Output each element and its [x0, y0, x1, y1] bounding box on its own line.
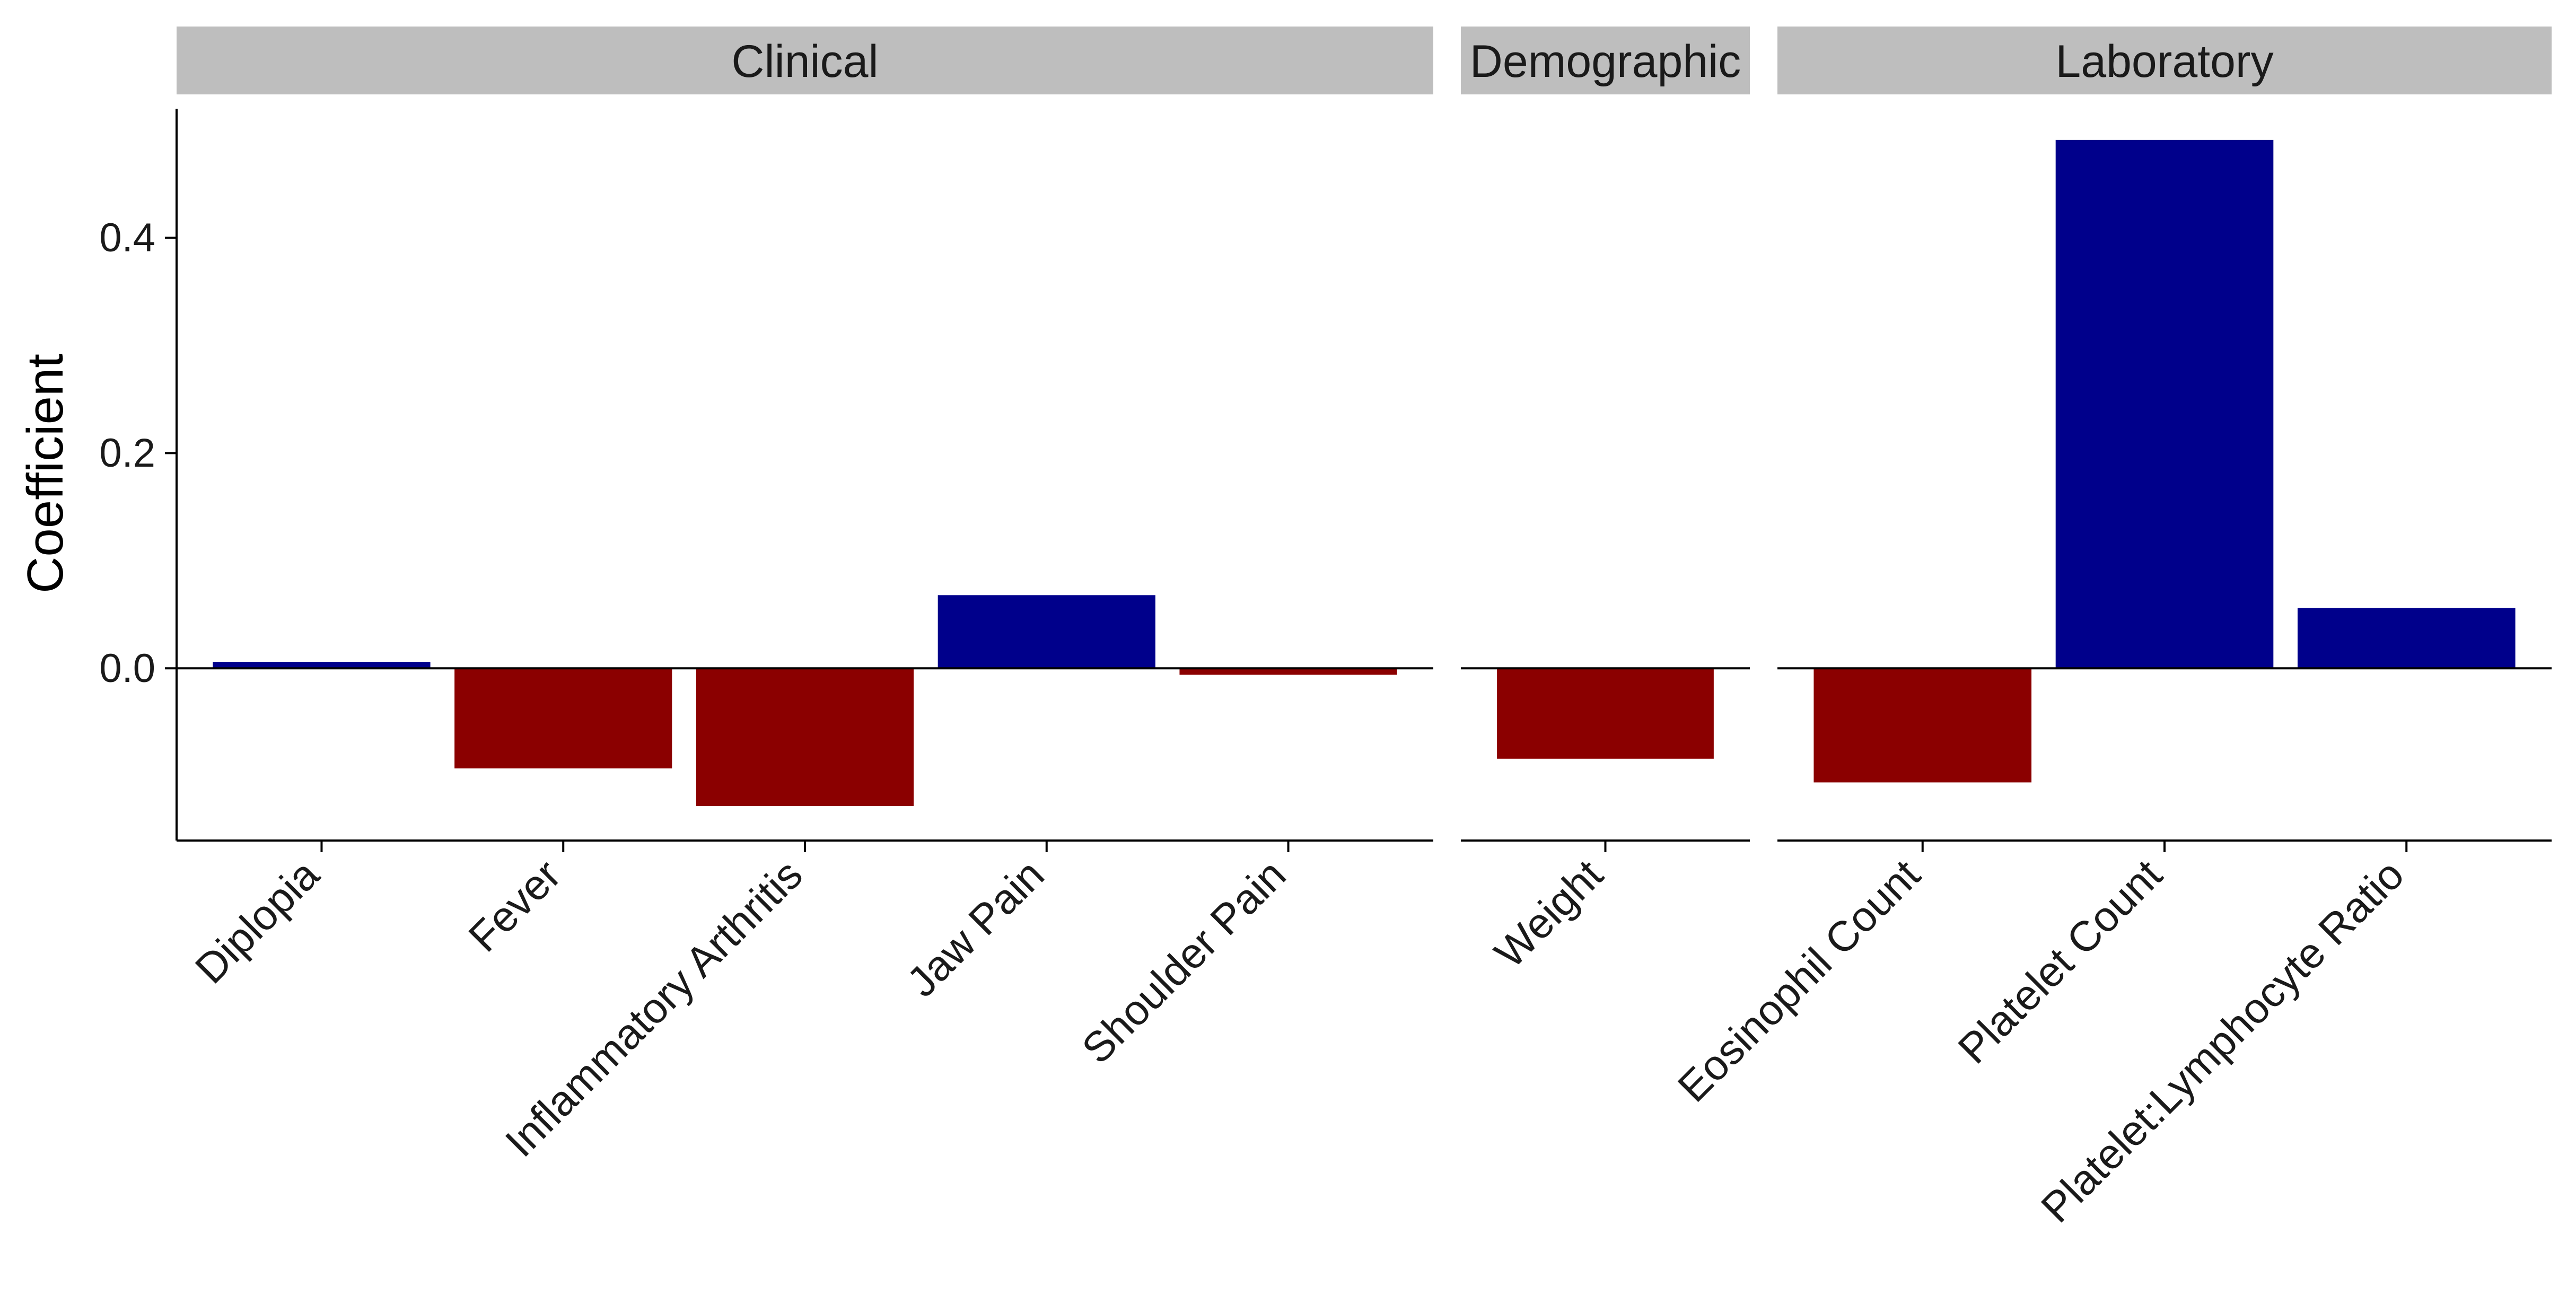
- y-tick-label: 0.4: [99, 215, 155, 260]
- x-tick-label: Eosinophil Count: [1669, 851, 1929, 1111]
- x-tick-label: Jaw Pain: [898, 851, 1053, 1005]
- y-tick-label: 0.0: [99, 646, 155, 691]
- facet-strip: [1777, 27, 2552, 94]
- x-tick-label: Diplopia: [186, 851, 328, 993]
- bar: [213, 662, 431, 669]
- facet-strip: [1461, 27, 1750, 94]
- facet-panel-demographic: Demographic Weight: [1461, 27, 1750, 977]
- bar: [454, 668, 672, 769]
- y-axis: 0.0 0.2 0.4: [99, 109, 178, 841]
- x-tick-label: Shoulder Pain: [1073, 851, 1294, 1072]
- bar: [1497, 668, 1714, 759]
- bar: [937, 595, 1155, 669]
- y-tick-label: 0.2: [99, 431, 155, 476]
- facet-strip: [177, 27, 1433, 94]
- bar: [696, 668, 914, 807]
- bar: [2297, 608, 2516, 669]
- facet-panel-laboratory: Laboratory Eosinophil Count Platelet Count…: [1669, 27, 2552, 1231]
- facet-strip-label: Demographic: [1470, 36, 1741, 87]
- facet-strip-label: Laboratory: [2055, 36, 2273, 87]
- x-tick-label: Weight: [1486, 851, 1612, 977]
- y-axis-label: Coefficient: [17, 354, 74, 593]
- x-tick-label: Platelet Count: [1949, 851, 2171, 1072]
- bar: [1813, 668, 2032, 783]
- bar: [2055, 139, 2274, 669]
- facet-strip-label: Clinical: [731, 36, 878, 87]
- x-tick-label: Fever: [460, 851, 570, 961]
- bar: [1179, 668, 1397, 675]
